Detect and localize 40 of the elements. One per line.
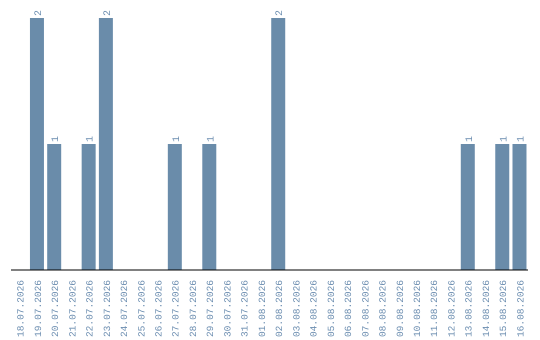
data-label: 1 bbox=[499, 136, 510, 142]
x-tick-label: 09.08.2026 bbox=[394, 280, 406, 338]
x-tick-label: 10.08.2026 bbox=[412, 280, 423, 338]
x-tick-label: 26.07.2026 bbox=[153, 280, 164, 338]
x-tick-label: 04.08.2026 bbox=[308, 280, 320, 338]
x-tick-label: 08.08.2026 bbox=[378, 280, 389, 338]
data-label: 1 bbox=[86, 136, 97, 142]
x-tick-label: 11.08.2026 bbox=[429, 280, 440, 338]
x-tick-label: 03.08.2026 bbox=[291, 280, 302, 338]
x-tick-label: 21.07.2026 bbox=[67, 280, 78, 338]
data-label: 1 bbox=[464, 136, 476, 142]
x-tick-label: 15.08.2026 bbox=[498, 280, 510, 338]
x-tick-label: 28.07.2026 bbox=[188, 280, 199, 338]
x-tick-label: 24.07.2026 bbox=[119, 280, 130, 338]
x-tick-label: 06.08.2026 bbox=[343, 280, 354, 338]
x-tick-label: 20.07.2026 bbox=[50, 280, 62, 338]
x-tick-label: 18.07.2026 bbox=[16, 280, 27, 338]
x-tick-label: 16.08.2026 bbox=[515, 280, 526, 338]
x-tick-label: 29.07.2026 bbox=[205, 280, 216, 338]
x-tick-label: 07.08.2026 bbox=[360, 280, 372, 338]
x-tick-label: 05.08.2026 bbox=[326, 280, 337, 338]
x-tick-label: 02.08.2026 bbox=[274, 280, 286, 338]
x-tick-label: 22.07.2026 bbox=[84, 280, 96, 338]
x-tick-label: 13.08.2026 bbox=[464, 280, 475, 338]
x-tick-label: 30.07.2026 bbox=[222, 280, 234, 338]
x-tick-label: 27.07.2026 bbox=[170, 280, 182, 338]
x-tick-label: 25.07.2026 bbox=[136, 280, 148, 338]
data-label: 1 bbox=[516, 136, 528, 142]
data-label: 1 bbox=[172, 136, 183, 142]
x-tick-label: 14.08.2026 bbox=[480, 280, 492, 338]
data-label: 1 bbox=[51, 136, 62, 142]
x-tick-label: 01.08.2026 bbox=[256, 280, 268, 338]
data-label: 2 bbox=[275, 10, 286, 16]
x-tick-label: 31.07.2026 bbox=[240, 280, 251, 338]
data-label: 1 bbox=[206, 136, 218, 142]
x-tick-label: 12.08.2026 bbox=[446, 280, 458, 338]
x-tick-label: 19.07.2026 bbox=[32, 280, 44, 338]
x-tick-label: 23.07.2026 bbox=[102, 280, 113, 338]
data-label: 2 bbox=[102, 10, 114, 16]
data-label: 2 bbox=[34, 10, 45, 16]
